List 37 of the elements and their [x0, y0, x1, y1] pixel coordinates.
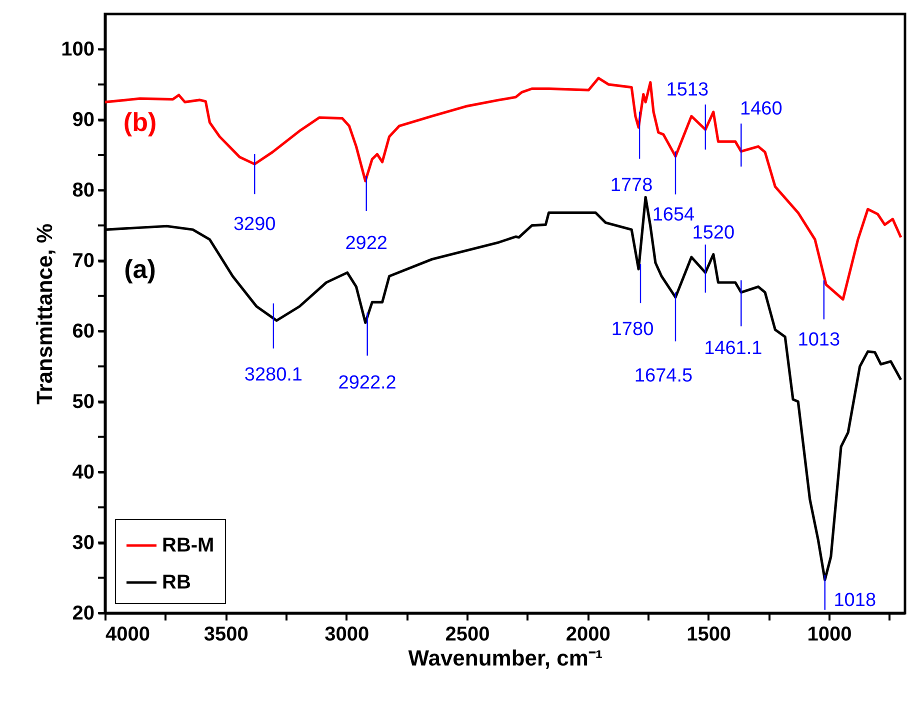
annotation: 1674.5: [634, 365, 693, 386]
line-series: [105, 76, 902, 301]
y-tick-label: 100: [61, 38, 94, 61]
x-tick-label: 4000: [106, 624, 150, 646]
annotation: 1460: [740, 98, 782, 120]
annotation: 1013: [798, 329, 840, 350]
y-tick-label: 40: [72, 462, 94, 484]
annotation: 3290: [233, 214, 276, 236]
y-tick-label: 50: [72, 391, 94, 414]
annotation: 1018: [834, 590, 876, 611]
annotation: 1520: [692, 222, 735, 244]
annotation: 1778: [610, 174, 653, 196]
annotation: (b): [123, 107, 157, 137]
x-tick-label: 1000: [807, 624, 852, 646]
annotation: 2922: [345, 233, 388, 254]
annotation: (a): [124, 254, 156, 284]
annotation: 1461.1: [704, 338, 762, 360]
x-tick-label: 2500: [445, 624, 490, 646]
annotation: 1513: [666, 80, 709, 101]
y-tick-label: 30: [72, 532, 94, 554]
y-tick-label: 90: [72, 109, 94, 132]
annotation: 1780: [611, 319, 654, 340]
annotation: 1654: [652, 204, 696, 226]
y-axis-title: Transmittance, %: [32, 224, 58, 404]
x-axis-title: Wavenumber, cm⁻¹: [408, 646, 603, 670]
y-tick-label: 80: [72, 180, 94, 202]
legend-label: RB-M: [162, 534, 214, 556]
annotation: 2922.2: [338, 372, 396, 394]
x-tick-label: 3000: [324, 624, 370, 646]
y-tick-label: 60: [72, 320, 94, 343]
x-tick-label: 2000: [566, 624, 610, 646]
x-tick-label: 1500: [686, 624, 732, 646]
y-tick-label: 20: [72, 602, 94, 624]
legend-label: RB: [162, 572, 191, 594]
annotation: 3280.1: [244, 364, 303, 386]
y-tick-label: 70: [72, 250, 94, 272]
x-tick-label: 3500: [204, 624, 248, 646]
